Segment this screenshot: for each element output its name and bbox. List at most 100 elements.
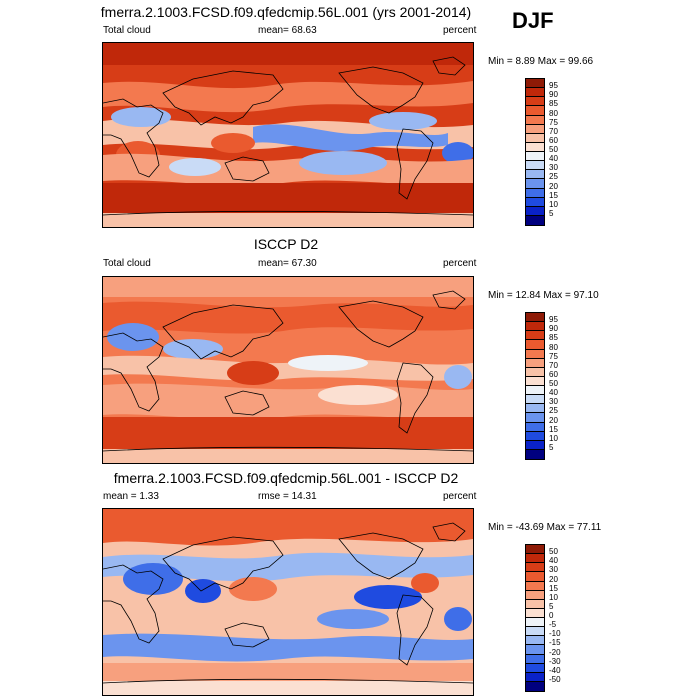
panel-3-coastlines (103, 522, 473, 684)
panel-2-colorbar-cell (526, 395, 544, 405)
panel-2-coast-greenland (432, 290, 466, 310)
panel-2-colorbar-tick-label: 75 (549, 351, 558, 361)
panel-2-colorbar-tick-label: 20 (549, 415, 558, 425)
panel-1-colorbar-cell (526, 88, 544, 98)
panel-1-field-blue-band (253, 124, 448, 152)
panel-3-colorbar (525, 544, 545, 692)
panel-3-colorbar-tick-label: -10 (549, 629, 561, 639)
panel-3-colorbar-cell (526, 627, 544, 637)
panel-3-rmse-label: rmse = 14.31 (258, 491, 317, 502)
panel-1-coast-eurasia (162, 70, 284, 126)
panel-3-units-label: percent (443, 491, 477, 502)
panel-1-map (102, 42, 474, 228)
panel-3-colorbar-tick-label: 15 (549, 583, 558, 593)
panel-3-colorbar-cell (526, 545, 544, 555)
panel-2-colorbar-cell (526, 386, 544, 396)
panel-2-colorbar-cell (526, 349, 544, 359)
panel-2-title: ISCCP D2 (253, 236, 319, 252)
panel-1-mean-label: mean= 68.63 (258, 25, 317, 36)
panel-1-colorbar-cell (526, 197, 544, 207)
panel-3-colorbar-cell (526, 636, 544, 646)
panel-2-coast-south-america (396, 362, 434, 434)
panel-3-mean-label: mean = 1.33 (103, 491, 159, 502)
panel-2-field-india (163, 339, 223, 359)
panel-1-colorbar-cell (526, 170, 544, 180)
panel-1-colorbar-tick-label: 50 (549, 145, 558, 154)
panel-3-field-maritime-pos (229, 577, 277, 601)
panel-2-coastlines (103, 290, 473, 452)
panel-1-colorbar (525, 78, 545, 226)
panel-2-field-atlantic-dry (444, 365, 472, 389)
panel-3-field-southpac-neg (317, 609, 389, 629)
panel-1-colorbar-tick-label: 5 (549, 208, 554, 218)
panel-1-colorbar-tick-label: 75 (549, 117, 558, 127)
panel-2-colorbar-tick-label: 95 (549, 315, 558, 325)
panel-1-coast-north-america (338, 66, 424, 114)
panel-1-colorbar-cell (526, 215, 544, 225)
panel-3-map-svg (103, 509, 473, 695)
panel-1-title: fmerra.2.1003.FCSD.f09.qfedcmip.56L.001 … (100, 4, 472, 20)
panel-3-map (102, 508, 474, 696)
panel-3-colorbar-tick-label: -5 (549, 620, 557, 630)
panel-1-field-atlantic-dry (442, 142, 473, 164)
panel-3-coast-africa (103, 564, 164, 644)
panel-2-units-label: percent (443, 258, 477, 269)
panel-3-colorbar-cell (526, 599, 544, 609)
panel-2-colorbar-cell (526, 413, 544, 423)
panel-3-colorbar-cell (526, 663, 544, 673)
panel-3-colorbar-cell (526, 581, 544, 591)
panel-1-field-arctic (103, 43, 473, 65)
panel-2-colorbar-tick-label: 80 (549, 342, 558, 352)
panel-3-field-atlantic-neg (444, 607, 472, 631)
panel-1-colorbar-tick-label: 85 (549, 99, 558, 109)
panel-1-colorbar-cell (526, 161, 544, 171)
panel-3-coast-australia (224, 622, 270, 648)
panel-3-field-india-neg (185, 579, 221, 603)
panel-1-colorbar-cell (526, 142, 544, 152)
panel-3-colorbar-tick-label: -30 (549, 656, 561, 666)
panel-1-colorbar-cell (526, 106, 544, 116)
panel-3-coast-north-america (338, 532, 424, 580)
panel-2-colorbar-cell (526, 331, 544, 341)
panel-3-colorbar-cell (526, 618, 544, 628)
panel-3-coast-south-america (396, 594, 434, 666)
panel-1-colorbar-cell (526, 97, 544, 107)
panel-3-colorbar-cell (526, 654, 544, 664)
panel-1-field-indian-dry (169, 158, 221, 176)
panel-2-colorbar-cell (526, 376, 544, 386)
panel-3-colorbar-tick-label: 20 (549, 574, 558, 584)
panel-1-field-antarctica (103, 213, 473, 227)
panel-2-colorbar-cell (526, 449, 544, 459)
panel-1-units-label: percent (443, 25, 477, 36)
panel-2-mean-label: mean= 67.30 (258, 258, 317, 269)
panel-2-coast-africa (103, 332, 164, 412)
panel-1-coast-africa (103, 98, 164, 178)
panel-2-field-arctic (103, 277, 473, 297)
panel-2-field-pacific-dry (288, 355, 368, 371)
panel-2-field-maritime (227, 361, 279, 385)
panel-3-colorbar-tick-label: 50 (549, 547, 558, 557)
panel-2-colorbar-cell (526, 440, 544, 450)
panel-2-colorbar-cell (526, 404, 544, 414)
panel-2-minmax-label: Min = 12.84 Max = 97.10 (488, 290, 599, 301)
panel-3-colorbar-tick-label: 10 (549, 592, 558, 602)
panel-3-field-southern-ocean (103, 663, 473, 681)
panel-2-colorbar-tick-label: 60 (549, 369, 558, 379)
panel-3-colorbar-cell (526, 554, 544, 564)
panel-1-coastlines (103, 56, 473, 216)
panel-2-colorbar-tick-label: 5 (549, 442, 554, 452)
panel-3-colorbar-tick-label: 30 (549, 565, 558, 575)
panel-3-colorbar-tick-label: -15 (549, 638, 561, 648)
panel-2-coast-antarctica (103, 446, 473, 452)
panel-3-coast-eurasia (162, 536, 284, 592)
panel-2-field-antarctica (103, 449, 473, 463)
panel-3-field-arctic (103, 509, 473, 546)
panel-3-colorbar-tick-label: 40 (549, 556, 558, 566)
panel-3-field-africa-neg (123, 563, 183, 595)
panel-3-colorbar-cell (526, 608, 544, 618)
panel-1-colorbar-tick-label: 70 (549, 126, 558, 136)
panel-3-colorbar-tick-label: 0 (549, 611, 554, 620)
panel-1-colorbar-tick-label: 25 (549, 172, 558, 182)
panel-1-colorbar-cell (526, 206, 544, 216)
panel-2-colorbar-cell (526, 358, 544, 368)
